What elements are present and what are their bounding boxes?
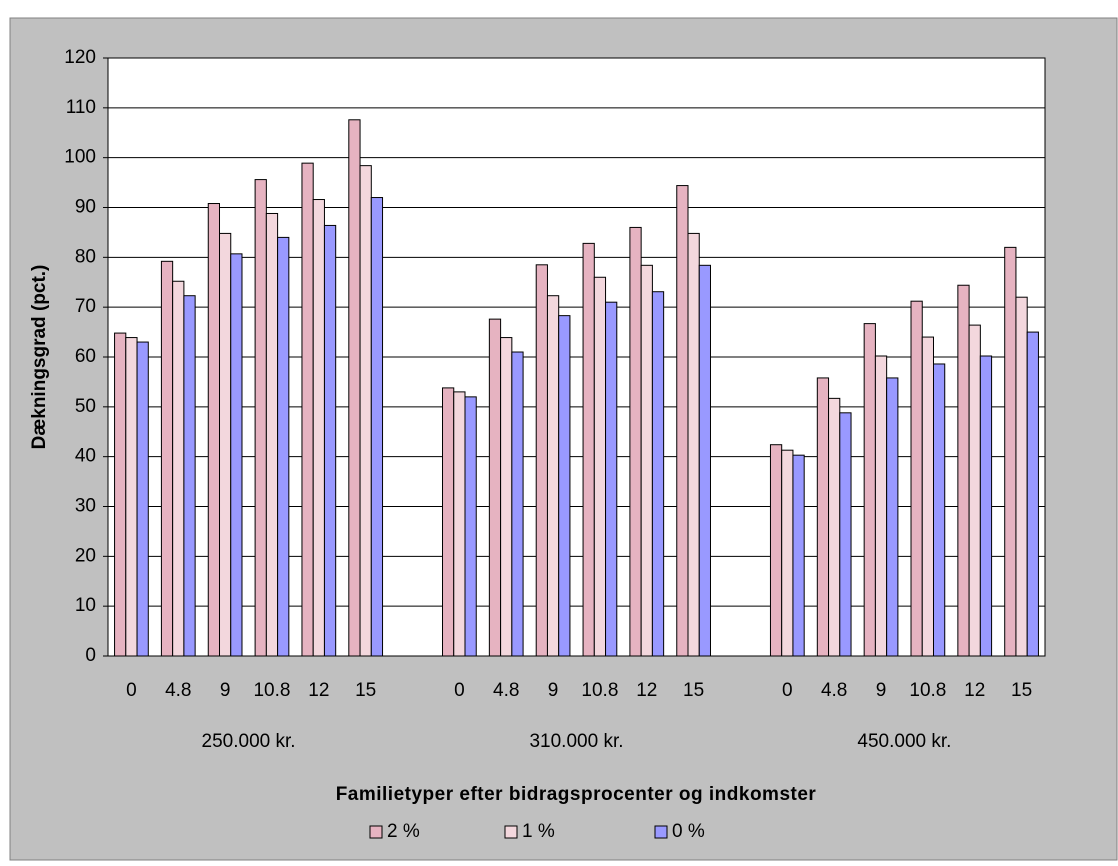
y-tick-label: 110 (66, 97, 96, 118)
bar (254, 179, 267, 657)
bar (183, 295, 196, 657)
y-tick-label: 100 (64, 147, 96, 168)
bar (160, 260, 174, 657)
x-tick-label: 4.8 (493, 680, 519, 701)
y-tick-label: 120 (64, 47, 96, 68)
bar (277, 236, 290, 657)
bar (359, 165, 372, 657)
bar (957, 284, 970, 657)
bar (629, 226, 642, 657)
bar (453, 391, 466, 657)
bar (769, 444, 783, 657)
bar (172, 280, 185, 657)
group-label: 310.000 kr. (529, 731, 623, 752)
x-tick-label: 4.8 (821, 680, 847, 701)
bar (651, 291, 665, 657)
bar (535, 264, 548, 657)
bar (968, 324, 981, 657)
x-tick-label: 10.8 (909, 680, 946, 701)
bar (979, 355, 993, 657)
bar (125, 337, 138, 657)
bar (910, 300, 923, 657)
y-tick-label: 30 (75, 496, 96, 517)
group-label: 250.000 kr. (202, 731, 296, 752)
x-tick-label: 0 (454, 680, 465, 701)
bar (265, 212, 279, 657)
y-tick-label: 40 (75, 446, 96, 467)
bar (464, 396, 477, 657)
bar (323, 224, 337, 657)
y-tick-label: 20 (75, 545, 96, 566)
bar (136, 341, 149, 657)
x-tick-label: 4.8 (165, 680, 191, 701)
y-axis-title: Dækningsgrad (pct.) (29, 265, 50, 450)
bar (792, 454, 805, 657)
bar (558, 315, 571, 657)
bar (828, 397, 841, 657)
x-tick-label: 0 (126, 680, 137, 701)
bar (582, 242, 595, 657)
x-tick-label: 15 (355, 680, 376, 701)
x-tick-label: 12 (964, 680, 985, 701)
y-tick-label: 60 (75, 346, 96, 367)
bar (676, 185, 689, 657)
legend-swatch (654, 825, 668, 839)
x-tick-label: 9 (876, 680, 887, 701)
bar (546, 295, 560, 657)
bar (312, 199, 325, 657)
y-tick-label: 90 (75, 197, 96, 218)
bar (219, 232, 232, 657)
bar (488, 318, 502, 657)
bar (370, 197, 384, 657)
bar (605, 301, 618, 657)
bar (500, 337, 513, 657)
bar (886, 377, 899, 657)
bar (863, 323, 876, 657)
legend-label: 0 % (672, 821, 705, 842)
group-label: 450.000 kr. (857, 731, 951, 752)
x-tick-label: 10.8 (581, 680, 618, 701)
bar (442, 387, 455, 657)
x-tick-label: 10.8 (253, 680, 290, 701)
bar (230, 253, 243, 657)
bar (687, 232, 700, 657)
bar (348, 119, 361, 657)
x-tick-label: 9 (548, 680, 559, 701)
bar (816, 377, 830, 657)
y-tick-label: 80 (75, 246, 96, 267)
x-tick-label: 12 (636, 680, 657, 701)
x-tick-label: 0 (782, 680, 793, 701)
y-tick-label: 70 (75, 296, 96, 317)
legend-swatch (369, 825, 383, 839)
y-tick-label: 10 (75, 595, 96, 616)
bar (301, 162, 314, 657)
bar (839, 412, 852, 657)
bar (114, 332, 127, 657)
bar (593, 276, 607, 657)
bar (921, 336, 934, 657)
x-tick-label: 12 (308, 680, 329, 701)
bar (1026, 331, 1039, 657)
x-axis-title: Familietyper efter bidragsprocenter og i… (336, 784, 817, 805)
bar (698, 264, 711, 657)
bar (1004, 246, 1017, 657)
bar (874, 355, 888, 657)
x-tick-label: 9 (220, 680, 231, 701)
x-tick-label: 15 (683, 680, 704, 701)
bar (640, 264, 653, 657)
y-tick-label: 50 (75, 396, 96, 417)
legend-swatch (504, 825, 518, 839)
bar (207, 203, 221, 657)
bar (511, 351, 524, 657)
legend-label: 2 % (387, 821, 420, 842)
bar (932, 363, 946, 657)
bar (1015, 296, 1028, 657)
x-tick-label: 15 (1011, 680, 1032, 701)
y-tick-label: 0 (85, 645, 96, 666)
bar (781, 449, 794, 657)
legend-label: 1 % (522, 821, 555, 842)
